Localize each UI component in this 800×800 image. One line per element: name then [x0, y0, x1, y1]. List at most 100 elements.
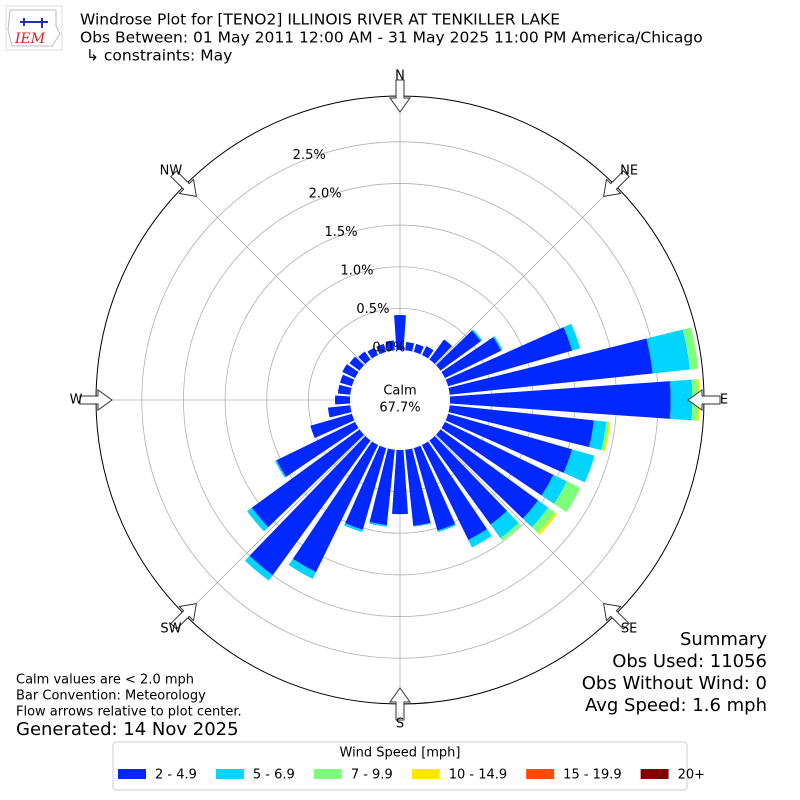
- bar: [345, 445, 387, 530]
- direction-label: SW: [160, 622, 181, 637]
- bar: [288, 558, 317, 579]
- bar: [441, 337, 502, 379]
- direction-label: SE: [621, 622, 637, 637]
- bar: [292, 441, 379, 573]
- flow-arrow: [603, 603, 630, 630]
- bar: [449, 381, 671, 419]
- note: Flow arrows relative to plot center.: [16, 705, 242, 720]
- bar: [537, 512, 558, 535]
- bar: [369, 448, 395, 526]
- bar: [274, 460, 287, 478]
- calm-label: Calm: [383, 384, 416, 399]
- flow-arrow: [603, 170, 630, 197]
- note: Bar Convention: Meteorology: [16, 689, 206, 704]
- bar: [421, 441, 488, 540]
- bar: [342, 364, 359, 379]
- summary-line: Obs Used: 11056: [612, 651, 767, 672]
- bar: [421, 346, 434, 359]
- bar: [251, 429, 365, 528]
- legend-swatch: [411, 769, 440, 779]
- legend-swatch: [313, 769, 342, 779]
- legend-label: 5 - 6.9: [253, 768, 295, 783]
- bar: [247, 507, 269, 532]
- chart-title: Windrose Plot for [TENO2] ILLINOIS RIVER…: [80, 11, 560, 29]
- bar: [445, 327, 573, 387]
- logo-text: IEM: [14, 31, 46, 47]
- bar: [553, 481, 581, 513]
- arrow-shape: [603, 170, 630, 197]
- bar: [337, 384, 352, 395]
- bar: [376, 343, 387, 355]
- flow-arrow: [389, 79, 411, 113]
- bar: [441, 421, 554, 496]
- arrow-shape: [389, 687, 411, 721]
- arrow-shape: [170, 603, 197, 630]
- bar: [310, 413, 355, 438]
- bar: [429, 339, 453, 365]
- bar: [471, 329, 483, 342]
- calm-value: 67.7%: [379, 401, 420, 416]
- bar: [448, 338, 653, 395]
- bar: [445, 413, 573, 473]
- bar: [435, 330, 481, 371]
- flow-arrow: [79, 389, 113, 411]
- arrow-shape: [79, 389, 113, 411]
- r-tick-label: 1.0%: [340, 263, 373, 278]
- arrow-shape: [603, 603, 630, 630]
- spoke: [184, 435, 365, 616]
- legend-label: 20+: [678, 768, 705, 783]
- summary-line: Avg Speed: 1.6 mph: [585, 695, 767, 716]
- bar: [394, 315, 406, 351]
- generated: Generated: 14 Nov 2025: [16, 719, 239, 740]
- bar: [244, 555, 273, 581]
- legend-swatch: [215, 769, 244, 779]
- spoke: [435, 184, 616, 365]
- bar: [339, 374, 355, 387]
- bar: [367, 347, 379, 359]
- bar: [531, 507, 555, 534]
- direction-label: W: [70, 393, 83, 408]
- legend-swatch: [118, 769, 146, 779]
- r-tick-label: 0.5%: [356, 302, 389, 317]
- r-tick-label: 0.0%: [372, 340, 405, 355]
- bar: [413, 445, 456, 531]
- arrow-shape: [687, 389, 721, 411]
- bar: [249, 435, 371, 576]
- r-tick-label: 1.5%: [325, 225, 358, 240]
- bar: [358, 351, 371, 365]
- bar: [493, 336, 503, 351]
- bar: [490, 510, 519, 539]
- bar: [646, 329, 690, 374]
- summary-line: Summary: [680, 629, 767, 650]
- bar: [500, 522, 521, 541]
- logo-mark: [20, 18, 48, 28]
- bar: [349, 356, 365, 371]
- bar: [601, 421, 609, 451]
- legend-label: 2 - 4.9: [155, 768, 197, 783]
- bar: [437, 524, 456, 533]
- logo-outline: [7, 9, 61, 47]
- bar: [468, 529, 492, 548]
- bar: [589, 420, 607, 451]
- legend-label: 7 - 9.9: [351, 768, 393, 783]
- bar: [563, 449, 595, 483]
- bar: [670, 379, 693, 421]
- bar: [327, 405, 352, 418]
- bar: [276, 421, 359, 477]
- bar: [429, 435, 508, 525]
- note: Calm values are < 2.0 mph: [16, 673, 194, 688]
- direction-label: S: [396, 717, 404, 732]
- flow-arrow: [389, 687, 411, 721]
- legend-label: 10 - 14.9: [449, 768, 507, 783]
- bar: [392, 449, 408, 515]
- legend-title: Wind Speed [mph]: [340, 746, 461, 761]
- bar: [413, 522, 431, 527]
- spoke: [435, 435, 616, 616]
- direction-label: E: [720, 393, 728, 408]
- spoke: [184, 184, 365, 365]
- logo: IEM: [5, 5, 63, 51]
- calm-circle: [350, 350, 450, 450]
- bar: [563, 323, 581, 351]
